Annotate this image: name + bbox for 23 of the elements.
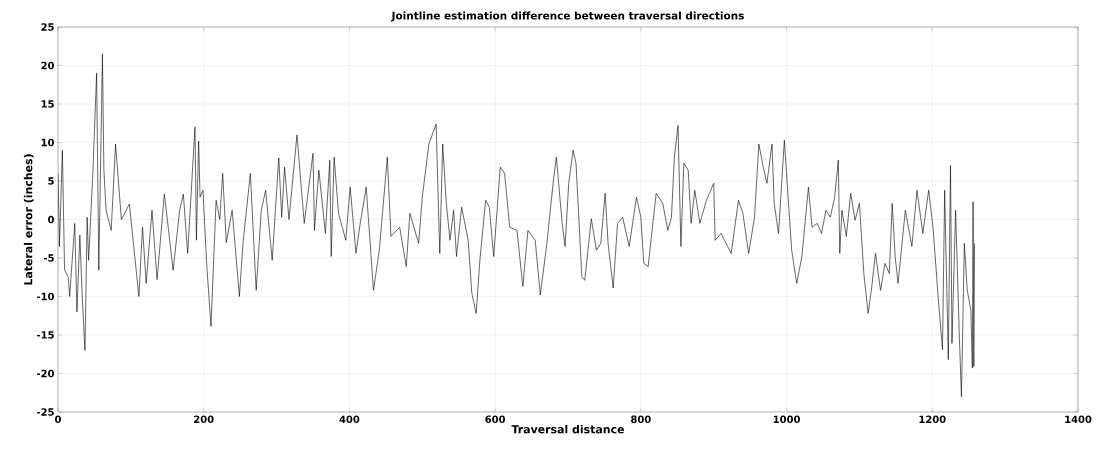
y-tick-label: -25 — [37, 408, 54, 416]
y-tick-label: -10 — [37, 292, 54, 301]
x-tick-label: 800 — [631, 415, 651, 424]
x-tick-label: 1000 — [773, 415, 800, 424]
line-series — [58, 53, 975, 397]
y-tick-label: -20 — [37, 369, 54, 378]
y-axis-title: Lateral error (inches) — [23, 154, 34, 285]
x-tick-label: 200 — [194, 415, 214, 424]
x-tick-label: 1200 — [919, 415, 946, 424]
y-tick-label: 20 — [41, 61, 54, 70]
y-tick-label: 10 — [41, 138, 54, 147]
y-tick-label: -15 — [37, 331, 54, 339]
y-tick-label: 0 — [48, 215, 54, 224]
x-tick-label: 400 — [339, 415, 360, 424]
x-tick-label: 0 — [55, 415, 61, 424]
y-tick-label: 5 — [48, 177, 54, 185]
y-tick-label: -5 — [43, 254, 54, 262]
x-axis-title: Traversal distance — [511, 424, 624, 434]
y-tick-label: 25 — [41, 23, 54, 31]
x-tick-label: 1400 — [1065, 415, 1092, 424]
y-tick-label: 15 — [41, 100, 54, 108]
x-tick-label: 600 — [485, 415, 506, 424]
chart-title: Jointline estimation difference between traversal directions — [391, 11, 744, 22]
